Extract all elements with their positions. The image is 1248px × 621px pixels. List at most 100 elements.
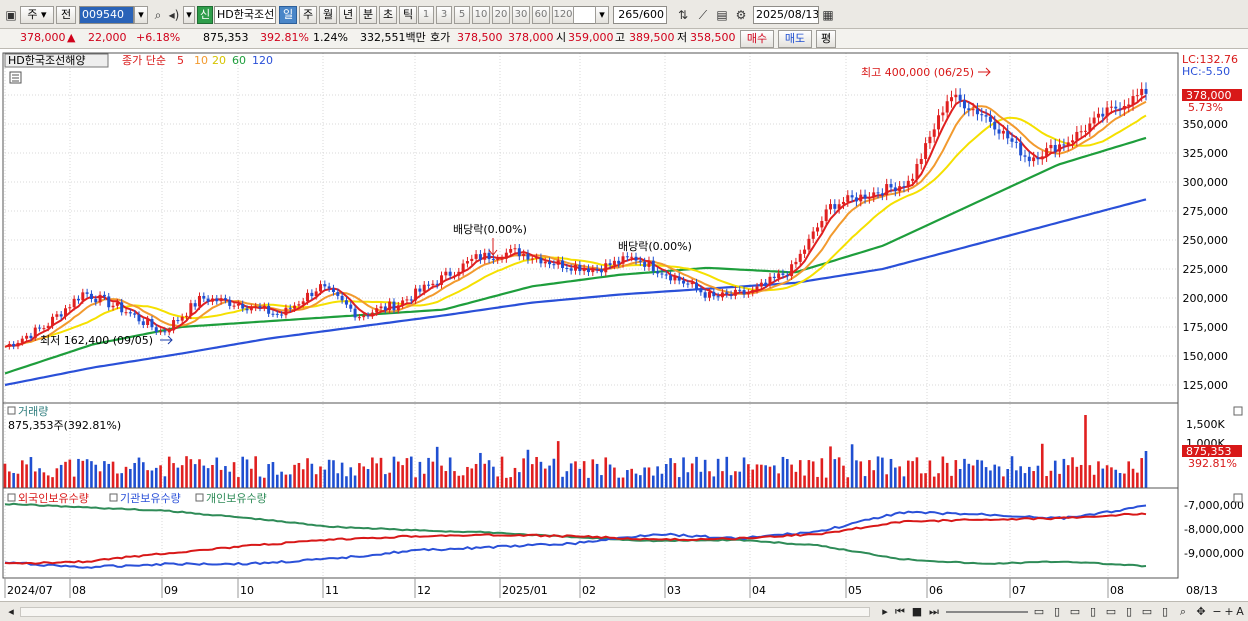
- volume-bar: [543, 468, 547, 488]
- candle-body: [59, 314, 63, 317]
- window-menu-icon[interactable]: ▣: [5, 8, 17, 22]
- volume-bar: [967, 463, 971, 488]
- interval-button-60[interactable]: 60: [532, 6, 550, 24]
- volume-bar: [647, 467, 651, 488]
- code-dropdown[interactable]: ▾: [134, 6, 148, 24]
- candle-body: [716, 296, 720, 298]
- date-field[interactable]: 2025/08/13: [753, 6, 819, 24]
- stop-icon[interactable]: ■: [911, 605, 923, 618]
- eval-button[interactable]: 평: [816, 30, 836, 48]
- count-field[interactable]: 265/600: [613, 6, 667, 24]
- layout-icon-6[interactable]: ▯: [1125, 605, 1133, 618]
- pan-icon[interactable]: ✥: [1196, 605, 1206, 618]
- scroll-right-icon[interactable]: ▸: [882, 605, 888, 618]
- period-tab-6[interactable]: 틱: [399, 6, 417, 24]
- period-tab-2[interactable]: 월: [319, 6, 337, 24]
- layout-icon-1[interactable]: ▭: [1033, 605, 1045, 618]
- holding-lines: [4, 502, 1147, 569]
- volume-bar: [263, 477, 266, 488]
- volume-tag: [1182, 445, 1242, 457]
- candle-body: [790, 264, 794, 277]
- holding-close-icon[interactable]: [1233, 493, 1243, 503]
- interval-button-30[interactable]: 30: [512, 6, 530, 24]
- prev-button[interactable]: 전: [56, 6, 76, 24]
- sound-dropdown[interactable]: ▾: [183, 6, 195, 24]
- zoom-in-icon[interactable]: +: [1224, 605, 1234, 618]
- quote-bar: [0, 29, 1248, 49]
- candle-body: [435, 283, 439, 285]
- candle-type-icon[interactable]: ⇅: [677, 8, 689, 22]
- candle-body: [457, 271, 461, 276]
- layout-icon-7[interactable]: ▭: [1141, 605, 1153, 618]
- zoom-in-search-icon[interactable]: ⌕: [1179, 605, 1187, 618]
- layout-icon-5[interactable]: ▭: [1105, 605, 1117, 618]
- candle-body: [314, 291, 318, 297]
- institution-holding-line: [4, 504, 1147, 569]
- volume-bar: [941, 456, 945, 488]
- stock-chart[interactable]: HD한국조선해양 종가 단순 5 10 20 60 120 375,000350…: [0, 49, 1248, 601]
- layout-icon-8[interactable]: ▯: [1161, 605, 1169, 618]
- search-icon[interactable]: ⌕: [154, 8, 162, 22]
- interval-button-3[interactable]: 3: [436, 6, 452, 24]
- calendar-icon[interactable]: ▦: [822, 8, 834, 22]
- volume-bar: [1053, 460, 1057, 488]
- candle-body: [379, 306, 383, 309]
- candle-body: [180, 316, 184, 321]
- gear-icon[interactable]: ⚙: [735, 8, 747, 22]
- horizontal-scrollbar[interactable]: [20, 607, 870, 617]
- candle-body: [634, 256, 638, 261]
- interval-button-5[interactable]: 5: [454, 6, 470, 24]
- stock-name-field[interactable]: HD한국조선: [214, 6, 276, 24]
- count-total: /600: [639, 8, 664, 21]
- volume-close-icon[interactable]: [1233, 406, 1243, 416]
- volume-bar: [773, 465, 776, 488]
- code-input[interactable]: 009540: [79, 6, 134, 24]
- candle-body: [327, 286, 331, 289]
- candle-body: [154, 327, 158, 332]
- candle-body: [984, 115, 988, 117]
- candlesticks: [7, 82, 1148, 350]
- period-tab-0[interactable]: 일: [279, 6, 297, 24]
- period-tab-4[interactable]: 분: [359, 6, 377, 24]
- font-size-icon[interactable]: A: [1236, 605, 1244, 618]
- fast-forward-icon[interactable]: ⏭: [929, 605, 939, 618]
- candle-body: [491, 259, 495, 261]
- interval-button-1[interactable]: 1: [418, 6, 434, 24]
- market-select[interactable]: 주 ▾: [20, 6, 54, 24]
- period-tab-1[interactable]: 주: [299, 6, 317, 24]
- layout-icon-4[interactable]: ▯: [1089, 605, 1097, 618]
- candle-body: [383, 306, 387, 311]
- interval-dropdown[interactable]: ▾: [595, 6, 609, 24]
- candle-body: [509, 249, 513, 253]
- speaker-icon[interactable]: ◂): [168, 8, 180, 22]
- sell-button[interactable]: 매도: [778, 30, 812, 48]
- buy-button[interactable]: 매수: [740, 30, 774, 48]
- volume-bar: [12, 472, 15, 488]
- candle-body: [258, 306, 262, 308]
- draw-line-icon[interactable]: ⟋: [698, 8, 708, 22]
- candle-body: [452, 275, 456, 277]
- interval-button-10[interactable]: 10: [472, 6, 490, 24]
- volume-bar: [608, 464, 612, 488]
- candle-body: [137, 314, 141, 322]
- period-tab-5[interactable]: 초: [379, 6, 397, 24]
- volume-bar: [29, 457, 33, 488]
- new-badge[interactable]: 신: [197, 6, 213, 24]
- layout-icon-3[interactable]: ▭: [1069, 605, 1081, 618]
- interval-button-20[interactable]: 20: [492, 6, 510, 24]
- rewind-icon[interactable]: ⏮: [895, 605, 905, 618]
- period-tab-3[interactable]: 년: [339, 6, 357, 24]
- candle-body: [288, 307, 292, 309]
- candle-body: [1010, 138, 1014, 142]
- save-icon[interactable]: ▤: [716, 8, 728, 22]
- zoom-slider[interactable]: [946, 611, 1028, 613]
- candle-body: [422, 284, 426, 292]
- candle-body: [197, 295, 201, 307]
- scroll-left-icon[interactable]: ◂: [8, 605, 14, 618]
- zoom-out-icon[interactable]: −: [1212, 605, 1222, 618]
- layout-icon-2[interactable]: ▯: [1053, 605, 1061, 618]
- candle-body: [496, 258, 500, 260]
- interval-button-120[interactable]: 120: [552, 6, 574, 24]
- volume-bar: [617, 477, 621, 488]
- candle-body: [1071, 140, 1075, 143]
